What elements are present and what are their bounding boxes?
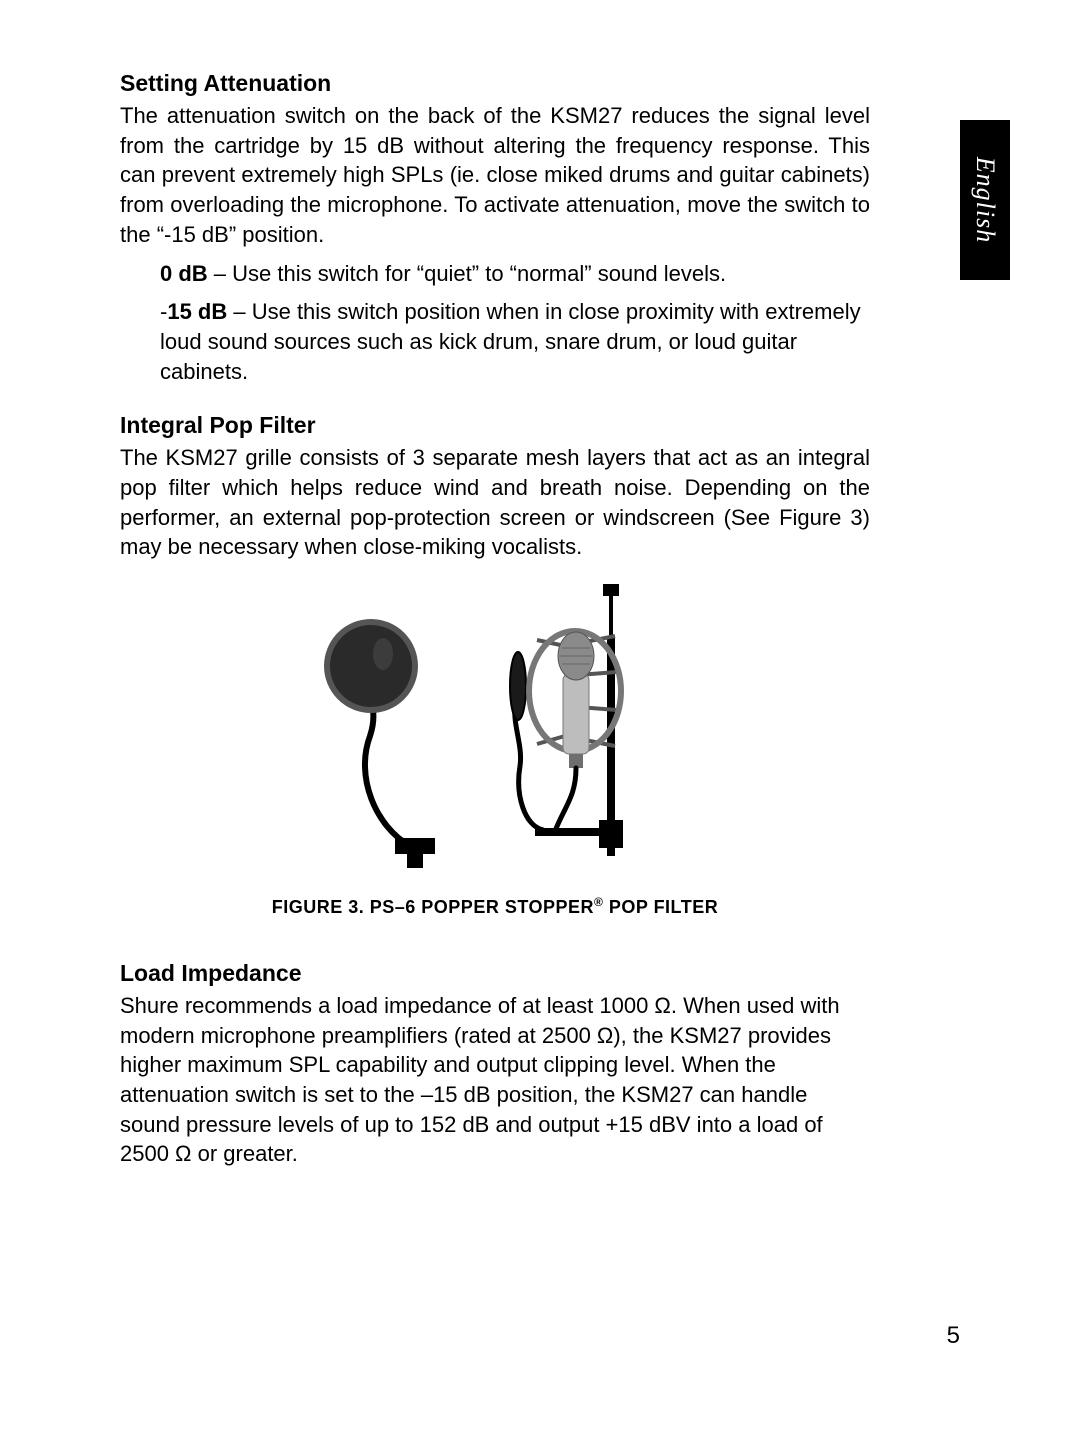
figure-3-illustration (315, 576, 675, 876)
heading-setting-attenuation: Setting Attenuation (120, 70, 870, 97)
para-pop-filter: The KSM27 grille consists of 3 separate … (120, 443, 870, 562)
page: English Setting Attenuation The attenuat… (0, 0, 1080, 1440)
text-0db: – Use this switch for “quiet” to “normal… (208, 261, 726, 286)
figure-caption-post: POP FILTER (603, 897, 718, 917)
figure-caption-pre: FIGURE 3. PS–6 POPPER STOPPER (272, 897, 594, 917)
heading-load-impedance: Load Impedance (120, 960, 870, 987)
language-tab-label: English (970, 157, 1000, 243)
attenuation-item-0db: 0 dB – Use this switch for “quiet” to “n… (160, 259, 870, 289)
label-0db: 0 dB (160, 261, 208, 286)
para-setting-attenuation: The attenuation switch on the back of th… (120, 101, 870, 249)
page-number: 5 (947, 1322, 960, 1350)
text-15db: – Use this switch position when in close… (160, 299, 861, 383)
language-tab: English (960, 120, 1010, 280)
figure-caption-sup: ® (594, 895, 603, 909)
heading-pop-filter: Integral Pop Filter (120, 412, 870, 439)
figure-3: FIGURE 3. PS–6 POPPER STOPPER® POP FILTE… (120, 576, 870, 918)
para-load-impedance: Shure recommends a load impedance of at … (120, 991, 870, 1169)
content-column: Setting Attenuation The attenuation swit… (120, 70, 870, 1169)
attenuation-item-15db: -15 dB – Use this switch position when i… (160, 297, 870, 386)
label-15db: 15 dB (167, 299, 227, 324)
figure-3-caption: FIGURE 3. PS–6 POPPER STOPPER® POP FILTE… (120, 895, 870, 918)
